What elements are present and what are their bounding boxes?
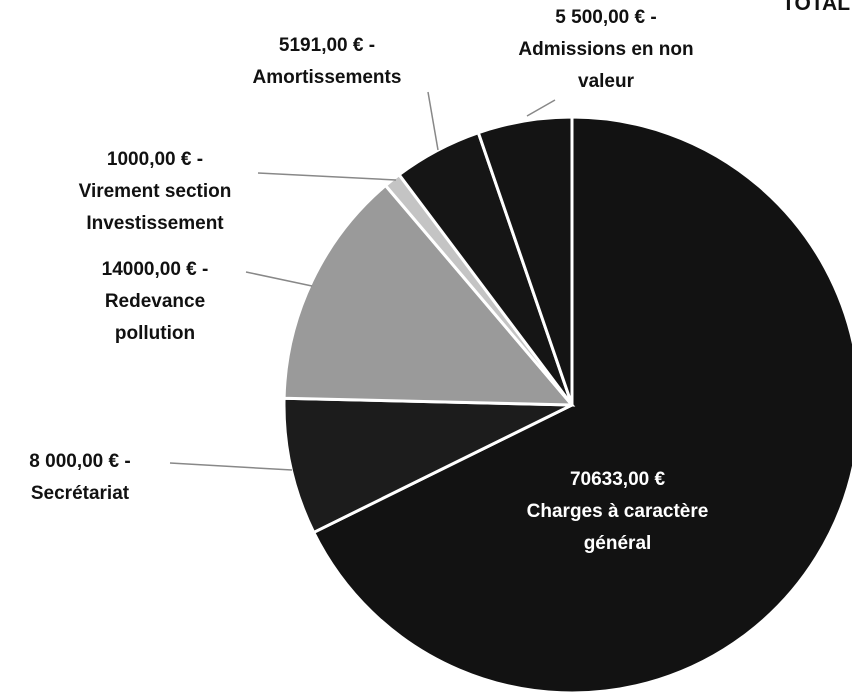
value-label: 8 000,00 € - xyxy=(29,451,131,472)
category-label: Virement section Investissement xyxy=(78,181,232,234)
chart-title: TOTAL xyxy=(782,0,851,15)
category-label: Redevance pollution xyxy=(104,291,206,344)
leader-line xyxy=(257,172,397,181)
category-label: Charges à caractère général xyxy=(526,501,709,554)
category-label: Admissions en non valeur xyxy=(518,39,694,92)
pie-slice xyxy=(282,396,573,535)
pie-slice xyxy=(311,115,852,695)
leader-line xyxy=(526,99,556,117)
value-label: 14000,00 € - xyxy=(101,259,209,280)
slice-label: 8 000,00 € - Secrétariat xyxy=(0,446,160,510)
category-label: Amortissements xyxy=(252,67,402,88)
pie-slice xyxy=(476,115,574,406)
value-label: 70633,00 € xyxy=(569,469,666,490)
value-label: 5 500,00 € - xyxy=(555,7,657,28)
value-label: 5191,00 € - xyxy=(278,35,376,56)
slice-label: 14000,00 € - Redevance pollution xyxy=(80,254,230,350)
slice-label: 5191,00 € - Amortissements xyxy=(222,30,432,94)
value-label: 1000,00 € - xyxy=(106,149,204,170)
slice-label: 1000,00 € - Virement section Investissem… xyxy=(60,144,250,240)
leader-line xyxy=(169,462,293,471)
slice-label: 5 500,00 € - Admissions en non valeur xyxy=(488,2,724,98)
leader-line xyxy=(245,271,313,287)
category-label: Secrétariat xyxy=(30,483,130,504)
slice-label: 70633,00 € Charges à caractère général xyxy=(525,464,710,560)
pie-slice xyxy=(282,183,576,407)
leader-line xyxy=(427,91,439,151)
